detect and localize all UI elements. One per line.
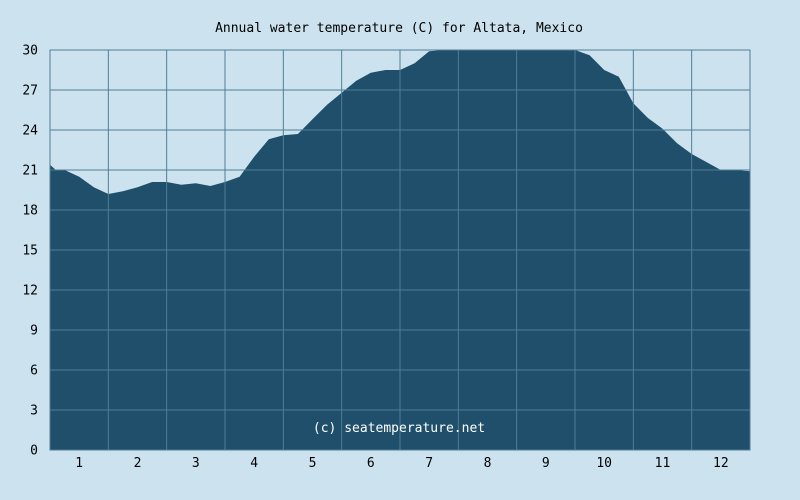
x-tick-label: 9 [542,456,550,471]
x-tick-label: 2 [134,456,142,471]
y-axis-ticks: 0 3 6 9 12 15 18 21 24 27 30 [22,44,38,459]
x-tick-label: 4 [250,456,258,471]
x-tick-label: 5 [309,456,317,471]
x-tick-label: 8 [484,456,492,471]
y-tick-label: 21 [22,164,38,179]
y-tick-label: 27 [22,84,38,99]
y-tick-label: 6 [30,364,38,379]
y-tick-label: 12 [22,284,38,299]
y-tick-label: 15 [22,244,38,259]
x-tick-label: 11 [655,456,671,471]
x-tick-label: 1 [75,456,83,471]
y-tick-label: 24 [22,124,38,139]
x-tick-label: 10 [596,456,612,471]
x-tick-label: 7 [425,456,433,471]
grid-lines [49,49,751,451]
x-tick-label: 3 [192,456,200,471]
plot-border [49,49,751,451]
y-tick-label: 9 [30,324,38,339]
x-tick-label: 12 [713,456,729,471]
x-tick-label: 6 [367,456,375,471]
y-tick-label: 0 [30,444,38,459]
y-tick-label: 30 [22,44,38,59]
y-tick-label: 3 [30,404,38,419]
x-axis-ticks: 1 2 3 4 5 6 7 8 9 10 11 12 [75,456,728,471]
chart-title: Annual water temperature (C) for Altata,… [215,21,583,36]
y-tick-label: 18 [22,204,38,219]
credit-text: (c) seatemperature.net [313,421,485,436]
